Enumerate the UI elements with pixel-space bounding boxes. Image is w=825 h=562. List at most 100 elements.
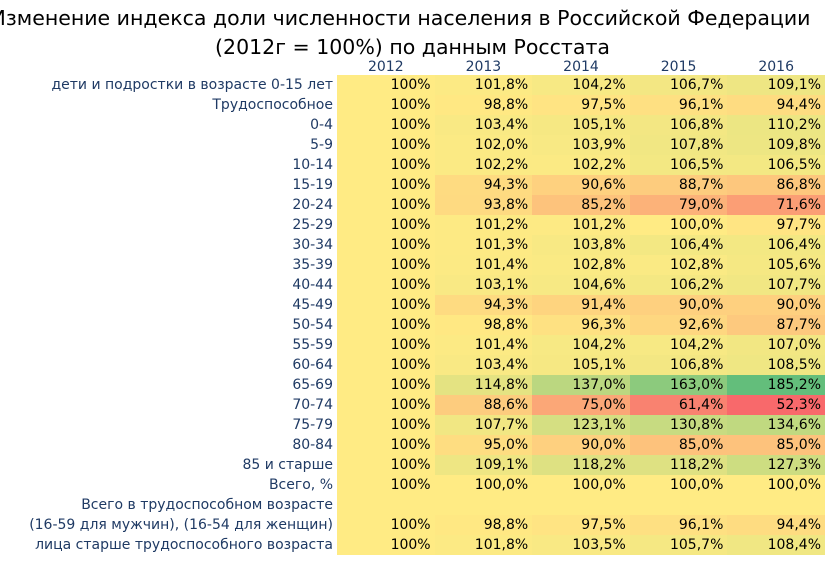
heatmap-cell: 106,8% xyxy=(629,355,728,375)
heatmap-cell: 97,7% xyxy=(727,215,825,235)
table-row: 65-69 100% 114,8% 137,0% 163,0% 185,2% xyxy=(0,375,825,395)
heatmap-cell: 103,4% xyxy=(434,115,533,135)
row-label: 85 и старше xyxy=(242,457,333,473)
table-row: 0-4 100% 103,4% 105,1% 106,8% 110,2% xyxy=(0,115,825,135)
heatmap-cell: 101,2% xyxy=(434,215,533,235)
heatmap-cell: 102,2% xyxy=(434,155,533,175)
heatmap-cell: 100% xyxy=(337,195,435,215)
heatmap-cell: 91,4% xyxy=(532,295,630,315)
heatmap-cell: 109,1% xyxy=(727,75,825,95)
heatmap-cell: 100% xyxy=(337,375,435,395)
column-header-2016: 2016 xyxy=(758,58,794,75)
row-label: 20-24 xyxy=(292,197,333,213)
heatmap-cell: 93,8% xyxy=(434,195,533,215)
heatmap-cell xyxy=(434,495,533,515)
heatmap-cell: 103,1% xyxy=(434,275,533,295)
heatmap-cell: 97,5% xyxy=(532,95,630,115)
column-header-2013: 2013 xyxy=(465,58,502,75)
heatmap-cell xyxy=(337,495,435,515)
heatmap-cell: 107,7% xyxy=(434,415,533,435)
table-row: 45-49 100% 94,3% 91,4% 90,0% 90,0% xyxy=(0,295,825,315)
heatmap-cell: 102,8% xyxy=(629,255,728,275)
heatmap-cell: 110,2% xyxy=(727,115,825,135)
table-row: 75-79 100% 107,7% 123,1% 130,8% 134,6% xyxy=(0,415,825,435)
heatmap-cell: 101,4% xyxy=(434,335,533,355)
heatmap-cell: 102,0% xyxy=(434,135,533,155)
heatmap-cell: 100% xyxy=(337,175,435,195)
table-row: 80-84 100% 95,0% 90,0% 85,0% 85,0% xyxy=(0,435,825,455)
heatmap-cell: 90,0% xyxy=(629,295,728,315)
heatmap-cell: 134,6% xyxy=(727,415,825,435)
heatmap-cell: 101,3% xyxy=(434,235,533,255)
heatmap-cell: 100% xyxy=(337,115,435,135)
heatmap-cell: 100% xyxy=(337,155,435,175)
heatmap-cell: 103,9% xyxy=(532,135,630,155)
heatmap-cell: 101,8% xyxy=(434,535,533,555)
row-label: 15-19 xyxy=(292,177,333,193)
header-corner xyxy=(0,58,337,75)
heatmap-cell: 114,8% xyxy=(434,375,533,395)
heatmap-cell: 100% xyxy=(337,415,435,435)
heatmap-cell: 96,3% xyxy=(532,315,630,335)
heatmap-cell: 86,8% xyxy=(727,175,825,195)
heatmap-cell: 104,2% xyxy=(532,75,630,95)
heatmap-cell xyxy=(532,495,630,515)
heatmap-cell: 100% xyxy=(337,515,435,535)
heatmap-cell: 100,0% xyxy=(629,215,728,235)
heatmap-cell: 108,5% xyxy=(727,355,825,375)
table-row: лица старше трудоспособного возраста 100%… xyxy=(0,535,825,555)
table-row: 70-74 100% 88,6% 75,0% 61,4% 52,3% xyxy=(0,395,825,415)
heatmap-cell: 106,8% xyxy=(629,115,728,135)
row-label: 50-54 xyxy=(292,317,333,333)
heatmap-cell: 118,2% xyxy=(532,455,630,475)
row-label: 10-14 xyxy=(292,157,333,173)
table-row: Всего в трудоспособном возрасте xyxy=(0,495,825,515)
heatmap-cell: 100% xyxy=(337,435,435,455)
heatmap-cell: 100% xyxy=(337,355,435,375)
heatmap-cell: 100% xyxy=(337,335,435,355)
heatmap-cell: 109,1% xyxy=(434,455,533,475)
heatmap-cell: 95,0% xyxy=(434,435,533,455)
heatmap-cell: 102,2% xyxy=(532,155,630,175)
heatmap-cell: 100% xyxy=(337,135,435,155)
table-row: 20-24 100% 93,8% 85,2% 79,0% 71,6% xyxy=(0,195,825,215)
row-label: 80-84 xyxy=(292,437,333,453)
heatmap-cell: 100% xyxy=(337,475,435,495)
heatmap-cell: 130,8% xyxy=(629,415,728,435)
heatmap-cell: 102,8% xyxy=(532,255,630,275)
row-label: 70-74 xyxy=(292,397,333,413)
table-row: 5-9 100% 102,0% 103,9% 107,8% 109,8% xyxy=(0,135,825,155)
heatmap-cell: 100% xyxy=(337,255,435,275)
heatmap-cell: 123,1% xyxy=(532,415,630,435)
heatmap-cell: 85,0% xyxy=(629,435,728,455)
table-row: 25-29 100% 101,2% 101,2% 100,0% 97,7% xyxy=(0,215,825,235)
heatmap-cell: 118,2% xyxy=(629,455,728,475)
heatmap-cell: 100% xyxy=(337,75,435,95)
table-row: дети и подростки в возрасте 0-15 лет 100%… xyxy=(0,75,825,95)
row-label: 0-4 xyxy=(310,117,333,133)
heatmap-cell: 90,6% xyxy=(532,175,630,195)
row-label: 40-44 xyxy=(292,277,333,293)
heatmap-cell: 104,6% xyxy=(532,275,630,295)
heatmap-cell: 103,8% xyxy=(532,235,630,255)
heatmap-cell: 90,0% xyxy=(532,435,630,455)
heatmap-cell: 103,4% xyxy=(434,355,533,375)
row-label: Всего, % xyxy=(268,477,333,493)
heatmap-cell: 103,5% xyxy=(532,535,630,555)
heatmap-table: 2012 2013 2014 2015 2016 дети и подростки в … xyxy=(0,58,825,555)
heatmap-cell: 107,7% xyxy=(727,275,825,295)
heatmap-cell: 90,0% xyxy=(727,295,825,315)
heatmap-cell: 101,4% xyxy=(434,255,533,275)
heatmap-cell: 109,8% xyxy=(727,135,825,155)
heatmap-cell: 100% xyxy=(337,95,435,115)
row-label: (16-59 для мужчин), (16-54 для женщин) xyxy=(29,517,333,533)
heatmap-cell: 100% xyxy=(337,455,435,475)
heatmap-cell: 100% xyxy=(337,275,435,295)
table-row: 50-54 100% 98,8% 96,3% 92,6% 87,7% xyxy=(0,315,825,335)
row-label: дети и подростки в возрасте 0-15 лет xyxy=(51,77,333,93)
heatmap-cell: 106,5% xyxy=(629,155,728,175)
heatmap-cell: 100% xyxy=(337,235,435,255)
heatmap-cell: 101,2% xyxy=(532,215,630,235)
table-row: 40-44 100% 103,1% 104,6% 106,2% 107,7% xyxy=(0,275,825,295)
heatmap-cell: 92,6% xyxy=(629,315,728,335)
